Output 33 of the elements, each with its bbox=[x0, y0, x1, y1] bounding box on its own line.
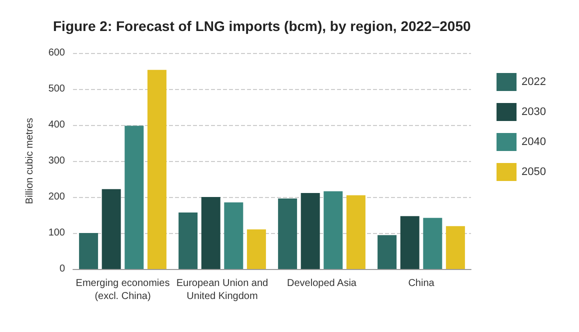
bar bbox=[346, 195, 366, 269]
legend-label: 2050 bbox=[522, 166, 546, 178]
y-tick-label: 0 bbox=[59, 264, 66, 274]
y-tick-label: 400 bbox=[48, 120, 66, 130]
y-tick-label: 500 bbox=[48, 84, 66, 94]
bar bbox=[178, 212, 198, 269]
bar bbox=[278, 198, 298, 269]
y-tick-label: 100 bbox=[48, 228, 66, 238]
bar bbox=[324, 191, 343, 269]
bar bbox=[147, 70, 166, 269]
y-tick-label: 600 bbox=[48, 48, 66, 58]
x-tick-label: European Union and United Kingdom bbox=[176, 278, 268, 302]
bar bbox=[79, 233, 98, 269]
y-axis-title: Billion cubic metres bbox=[24, 118, 36, 204]
legend-label: 2030 bbox=[522, 106, 546, 118]
bar bbox=[246, 229, 266, 269]
x-tick-label: Developed Asia bbox=[287, 278, 357, 289]
bar bbox=[378, 235, 397, 269]
bar bbox=[224, 202, 244, 269]
x-tick-label: Emerging economies (excl. China) bbox=[76, 278, 170, 302]
bar bbox=[102, 189, 121, 269]
y-tick-label: 200 bbox=[48, 192, 66, 202]
legend-label: 2022 bbox=[522, 76, 546, 88]
bar bbox=[423, 218, 442, 269]
bar bbox=[300, 193, 320, 269]
x-tick-label: China bbox=[408, 278, 435, 289]
chart-title: Figure 2: Forecast of LNG imports (bcm), by region, 2022–2050 bbox=[53, 18, 471, 34]
bar bbox=[400, 216, 420, 269]
legend-label: 2040 bbox=[522, 136, 546, 148]
bar bbox=[446, 226, 465, 269]
bar bbox=[201, 197, 220, 269]
y-tick-label: 300 bbox=[48, 156, 66, 166]
bar bbox=[124, 126, 144, 269]
